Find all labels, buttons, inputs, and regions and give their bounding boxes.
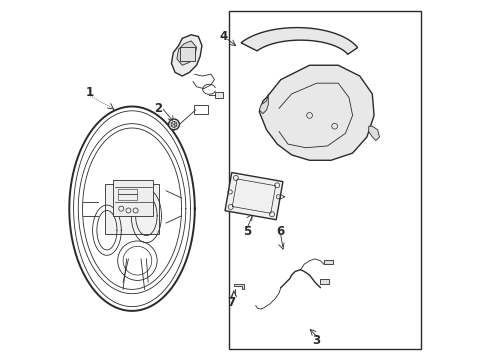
Polygon shape xyxy=(259,94,269,114)
Text: 6: 6 xyxy=(277,225,285,238)
Polygon shape xyxy=(225,172,283,220)
Bar xyxy=(180,46,195,61)
Bar xyxy=(229,12,421,348)
Polygon shape xyxy=(320,279,329,284)
Polygon shape xyxy=(177,41,196,65)
Bar xyxy=(113,180,153,216)
Polygon shape xyxy=(172,35,202,76)
Polygon shape xyxy=(368,126,379,140)
Text: 1: 1 xyxy=(86,86,94,99)
Polygon shape xyxy=(259,65,374,160)
Polygon shape xyxy=(241,28,358,54)
Bar xyxy=(118,189,137,194)
Bar xyxy=(215,93,223,98)
Polygon shape xyxy=(324,260,333,264)
Polygon shape xyxy=(234,284,245,289)
Text: 2: 2 xyxy=(154,102,162,115)
Bar xyxy=(118,194,137,200)
Bar xyxy=(194,105,208,114)
Text: 4: 4 xyxy=(220,30,228,43)
Circle shape xyxy=(169,119,179,130)
Text: 7: 7 xyxy=(227,296,235,309)
Text: 5: 5 xyxy=(244,225,252,238)
Bar xyxy=(105,184,159,234)
Text: 3: 3 xyxy=(313,334,321,347)
